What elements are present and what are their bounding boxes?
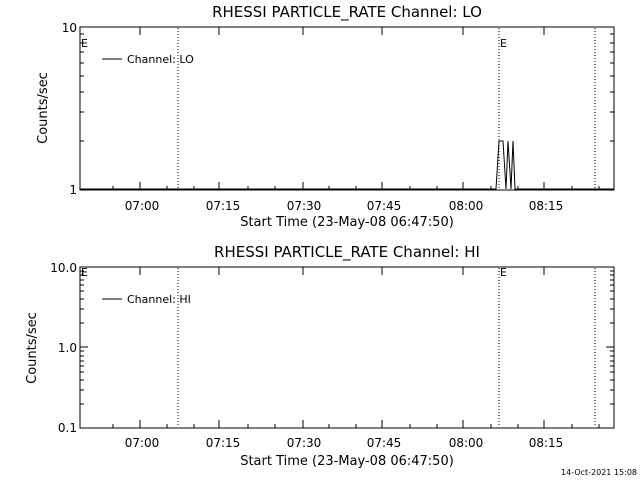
timestamp: 14-Oct-2021 15:08: [561, 468, 637, 477]
x-ticks-hi: [112, 267, 600, 428]
y-ticks-hi: [80, 266, 614, 429]
x-tick-label-lo-5: 08:00: [449, 199, 484, 213]
x-tick-label-lo-3: 07:30: [287, 199, 322, 213]
x-tick-label-hi-2: 07:15: [206, 436, 241, 450]
x-tick-label-hi-6: 08:15: [529, 436, 564, 450]
y-tick-label-lo-10: 10: [62, 21, 77, 35]
x-tick-label-lo-1: 07:00: [125, 199, 160, 213]
x-axis-label-lo: Start Time (23-May-08 06:47:50): [240, 215, 454, 230]
legend-label-hi: Channel: HI: [127, 293, 191, 306]
chart-title-lo: RHESSI PARTICLE_RATE Channel: LO: [212, 3, 482, 22]
plot-frame-lo: [79, 26, 615, 191]
x-axis-label-hi: Start Time (23-May-08 06:47:50): [240, 454, 454, 469]
x-tick-label-hi-3: 07:30: [287, 436, 322, 450]
plot-frame-hi: [79, 266, 615, 429]
series-line-lo: [80, 140, 614, 190]
y-tick-label-hi-10: 10.0: [50, 261, 77, 275]
y-axis-label-lo: Counts/sec: [36, 72, 51, 144]
x-tick-label-hi-4: 07:45: [367, 436, 402, 450]
x-tick-label-lo-6: 08:15: [529, 199, 564, 213]
y-tick-label-hi-1: 1.0: [58, 341, 77, 355]
event-marker-lo-1: E: [81, 37, 88, 50]
legend-label-lo: Channel: LO: [127, 53, 194, 66]
y-tick-label-hi-01: 0.1: [58, 421, 77, 435]
panel-hi: RHESSI PARTICLE_RATE Channel: HI: [25, 243, 615, 469]
panel-lo: RHESSI PARTICLE_RATE Channel: LO 10 1: [36, 3, 615, 230]
x-tick-label-lo-4: 07:45: [367, 199, 402, 213]
x-tick-label-lo-2: 07:15: [206, 199, 241, 213]
x-tick-label-hi-1: 07:00: [125, 436, 160, 450]
chart-title-hi: RHESSI PARTICLE_RATE Channel: HI: [214, 243, 480, 262]
y-ticks-lo: [80, 26, 614, 191]
event-marker-lo-2: E: [500, 37, 507, 50]
y-tick-label-lo-1: 1: [69, 183, 77, 197]
y-axis-label-hi: Counts/sec: [25, 312, 40, 384]
x-ticks-lo: [112, 27, 600, 190]
event-marker-hi-1: E: [81, 266, 88, 279]
event-marker-hi-2: E: [500, 266, 507, 279]
x-tick-label-hi-5: 08:00: [449, 436, 484, 450]
